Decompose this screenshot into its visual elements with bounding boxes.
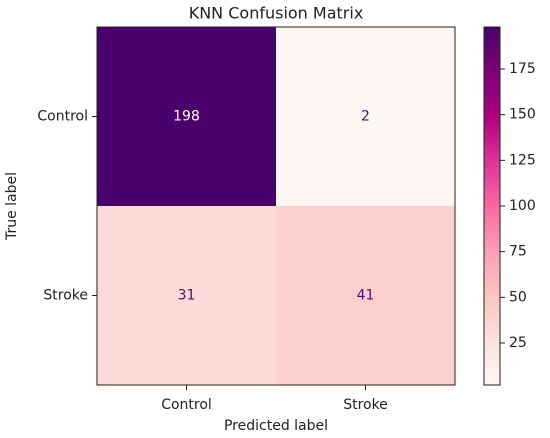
colorbar-tick-label: 125 <box>509 152 536 168</box>
cell <box>276 206 455 385</box>
colorbar-tick-label: 50 <box>509 289 527 305</box>
y-tick-label: Stroke <box>43 288 88 304</box>
cell-label: 2 <box>361 109 370 125</box>
colorbar-tick-label: 25 <box>509 335 527 351</box>
colorbar-tick-label: 175 <box>509 61 536 77</box>
x-tick-label: Stroke <box>343 397 388 413</box>
cell-label: 198 <box>173 109 200 125</box>
colorbar-tick-label: 75 <box>509 244 527 260</box>
chart-title: KNN Confusion Matrix <box>189 4 364 23</box>
y-axis-label: True label <box>4 172 20 241</box>
cell-label: 31 <box>178 288 196 304</box>
x-tick-label: Control <box>161 397 212 413</box>
cell <box>276 27 455 206</box>
y-tick-label: Control <box>37 109 88 125</box>
x-axis-label: Predicted label <box>224 418 328 434</box>
cell-label: 41 <box>357 288 375 304</box>
colorbar-tick-label: 100 <box>509 198 536 214</box>
cell <box>97 206 276 385</box>
cell <box>97 27 276 206</box>
plot-frame <box>96 26 456 386</box>
colorbar-tick-label: 150 <box>509 107 536 123</box>
colorbar <box>483 26 501 386</box>
